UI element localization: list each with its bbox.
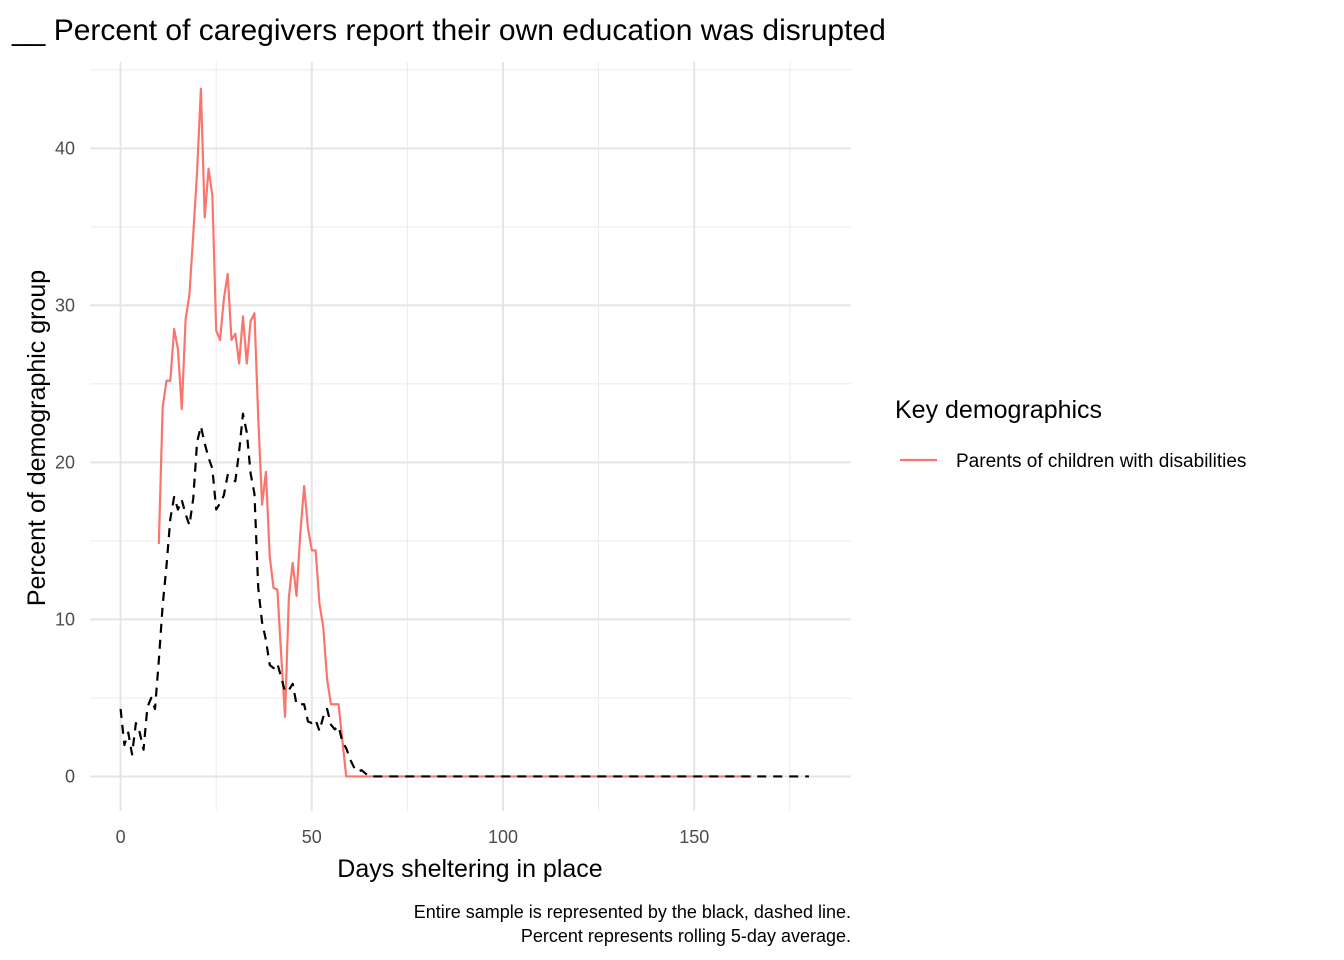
legend-title: Key demographics — [895, 396, 1102, 424]
entire-sample-line — [119, 412, 809, 778]
x-tick-label: 150 — [679, 827, 709, 847]
x-tick-label: 0 — [116, 827, 126, 847]
x-axis-title: Days sheltering in place — [337, 855, 602, 883]
x-tick-label: 50 — [302, 827, 322, 847]
legend-label: Parents of children with disabilities — [956, 451, 1246, 472]
x-tick-label: 100 — [488, 827, 518, 847]
y-axis-title: Percent of demographic group — [23, 270, 51, 606]
x-tick-labels: 0 50 100 150 — [116, 827, 710, 847]
y-tick-label: 20 — [55, 452, 75, 472]
y-tick-labels: 0 10 20 30 40 — [55, 138, 75, 786]
series-line-0 — [157, 87, 752, 778]
chart-title: __ Percent of caregivers report their ow… — [11, 14, 886, 47]
y-tick-label: 0 — [65, 766, 75, 786]
series-lines — [119, 87, 809, 778]
legend: Key demographics Parents of children wit… — [895, 396, 1246, 472]
caption-line-1: Entire sample is represented by the blac… — [414, 902, 851, 922]
y-tick-label: 30 — [55, 295, 75, 315]
caption-line-2: Percent represents rolling 5-day average… — [521, 926, 851, 946]
y-tick-label: 10 — [55, 609, 75, 629]
y-tick-label: 40 — [55, 138, 75, 158]
